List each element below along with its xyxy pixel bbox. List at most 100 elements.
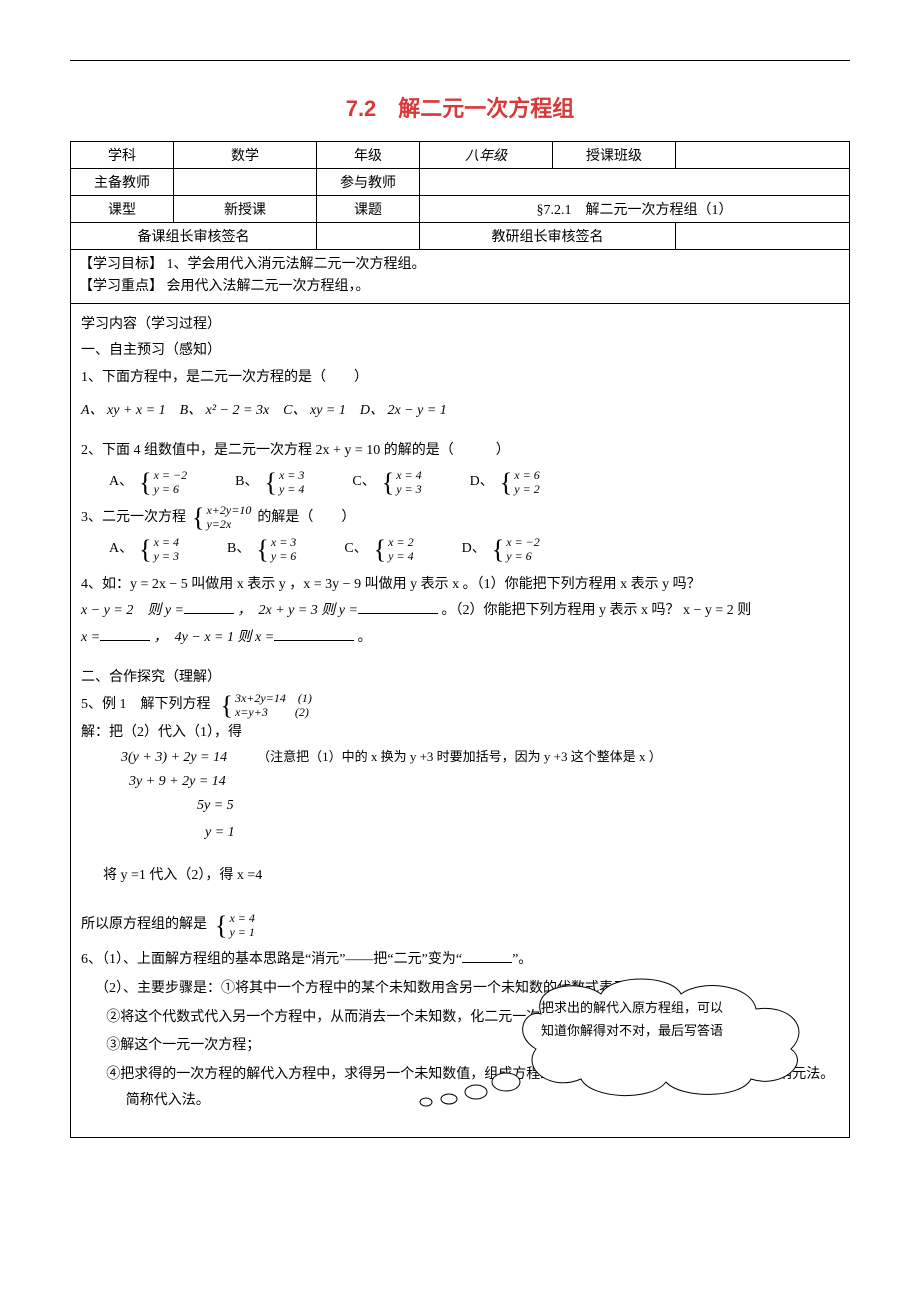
q3b-l2: y = 6 xyxy=(271,550,296,564)
q3-options: A、 {x = 4y = 3 B、 {x = 3y = 6 C、 {x = 2y… xyxy=(81,536,839,564)
q3b-l1: x = 3 xyxy=(271,536,296,550)
q2d-l1: x = 6 xyxy=(514,469,539,483)
heading-content: 学习内容（学习过程） xyxy=(81,312,839,339)
q4b-mid: ， 2x + y = 3 则 y = xyxy=(237,603,357,618)
q2-opt-a: A、 {x = −2y = 6 xyxy=(109,469,187,497)
q4c-mid: ， 4y − x = 1 则 x = xyxy=(154,630,274,645)
q5-back: 将 y =1 代入（2），得 x =4 xyxy=(81,863,839,890)
q1: 1、下面方程中，是二元一次方程的是（ ） xyxy=(81,365,839,392)
val-coteacher xyxy=(420,169,850,196)
label-grade: 年级 xyxy=(317,142,420,169)
q5-s3: 5y = 5 xyxy=(121,794,839,818)
q4b-pre: x − y = 2 则 y = xyxy=(81,603,184,618)
blank-5 xyxy=(462,948,512,963)
q3-opt-c: C、 {x = 2y = 4 xyxy=(344,536,413,564)
q3a-l1: x = 4 xyxy=(154,536,179,550)
label-sign1: 备课组长审核签名 xyxy=(71,223,317,250)
q5-s2: 3y + 9 + 2y = 14 xyxy=(121,770,839,794)
doc-title: 7.2 解二元一次方程组 xyxy=(70,91,850,123)
q3c-l1: x = 2 xyxy=(388,536,413,550)
q4-line1: 4、如：y = 2x − 5 叫做用 x 表示 y ，x = 3y − 9 叫做… xyxy=(81,572,839,599)
q5-pre: 5、例 1 解下列方程 xyxy=(81,692,211,719)
cloud-l2: 知道你解得对不对，最后写答语 xyxy=(541,1019,801,1042)
top-rule xyxy=(70,60,850,61)
q1-options: A、 xy + x = 1 B、 x² − 2 = 3x C、 xy = 1 D… xyxy=(81,398,839,425)
q3d-l1: x = −2 xyxy=(506,536,540,550)
val-sign2 xyxy=(676,223,850,250)
val-topic: §7.2.1 解二元一次方程组（1） xyxy=(420,196,850,223)
blank-2 xyxy=(358,599,438,614)
q2: 2、下面 4 组数值中，是二元一次方程 2x + y = 10 的解的是（ ） xyxy=(81,438,839,465)
q3c-l2: y = 4 xyxy=(388,550,413,564)
q3-sys-l2: y=2x xyxy=(206,518,251,532)
q5-s4: y = 1 xyxy=(121,821,839,845)
q4-line2: x − y = 2 则 y = ， 2x + y = 3 则 y = 。（2）你… xyxy=(81,598,839,625)
q5-ans-l1: x = 4 xyxy=(229,912,254,926)
q4b-end: 。（2）你能把下列方程用 y 表示 x 吗？ x − y = 2 则 xyxy=(441,603,751,618)
q3a-l2: y = 3 xyxy=(154,550,179,564)
cloud-text: 把求出的解代入原方程组，可以 知道你解得对不对，最后写答语 xyxy=(541,996,801,1043)
goal-2: 【学习重点】 会用代入法解二元一次方程组，。 xyxy=(79,276,841,298)
val-sign1 xyxy=(317,223,420,250)
goal-1: 【学习目标】 1、学会用代入消元法解二元一次方程组。 xyxy=(79,254,841,276)
q2c-l1: x = 4 xyxy=(396,469,421,483)
val-teacher xyxy=(174,169,317,196)
q4a: 4、如：y = 2x − 5 叫做用 x 表示 y ，x = 3y − 9 叫做… xyxy=(81,577,701,592)
goals-box: 【学习目标】 1、学会用代入消元法解二元一次方程组。 【学习重点】 会用代入法解… xyxy=(70,250,850,304)
q3-post: 的解是（ ） xyxy=(257,505,355,532)
q5-ans-pre: 所以原方程组的解是 xyxy=(81,912,207,939)
blank-1 xyxy=(184,599,234,614)
q4-line3: x = ， 4y − x = 1 则 x = 。 xyxy=(81,625,839,652)
q6a-text: 6、（1）、上面解方程组的基本思路是“消元”——把“二元”变为“ xyxy=(81,952,462,967)
q3-opt-d: D、 {x = −2y = 6 xyxy=(462,536,540,564)
q2-text: 2、下面 4 组数值中，是二元一次方程 2x + y = 10 的解的是（ ） xyxy=(81,443,510,458)
q3d-l2: y = 6 xyxy=(506,550,540,564)
q2a-l1: x = −2 xyxy=(154,469,188,483)
page: 7.2 解二元一次方程组 学科 数学 年级 八年级 授课班级 主备教师 参与教师… xyxy=(0,0,920,1302)
q5-ans-l2: y = 1 xyxy=(229,926,254,940)
q5-s1: 3(y + 3) + 2y = 14 xyxy=(121,750,227,765)
q5-sys-l1: 3x+2y=14 (1) xyxy=(235,692,312,706)
q5-worked: 3(y + 3) + 2y = 14 （注意把（1）中的 x 换为 y +3 时要… xyxy=(81,746,839,845)
label-teacher: 主备教师 xyxy=(71,169,174,196)
q6a: 6、（1）、上面解方程组的基本思路是“消元”——把“二元”变为“ ”。 xyxy=(81,947,839,974)
q4c-pre: x = xyxy=(81,630,100,645)
val-subject: 数学 xyxy=(174,142,317,169)
q2-opt-c: C、 {x = 4y = 3 xyxy=(352,469,421,497)
heading-sec2: 二、合作探究（理解） xyxy=(81,665,839,692)
label-coteacher: 参与教师 xyxy=(317,169,420,196)
q5-note: （注意把（1）中的 x 换为 y +3 时要加括号，因为 y +3 这个整体是 … xyxy=(257,749,662,764)
blank-4 xyxy=(274,626,354,641)
q3-opt-a: A、 {x = 4y = 3 xyxy=(109,536,179,564)
blank-3 xyxy=(100,626,150,641)
q2c-l2: y = 3 xyxy=(396,483,421,497)
label-topic: 课题 xyxy=(317,196,420,223)
q3-sys-l1: x+2y=10 xyxy=(206,504,251,518)
q2a-l2: y = 6 xyxy=(154,483,188,497)
content-box: 学习内容（学习过程） 一、自主预习（感知） 1、下面方程中，是二元一次方程的是（… xyxy=(70,304,850,1138)
q5: 5、例 1 解下列方程 {3x+2y=14 (1)x=y+3 (2) xyxy=(81,692,839,720)
q2-opt-b: B、 {x = 3y = 4 xyxy=(235,469,304,497)
heading-sec1: 一、自主预习（感知） xyxy=(81,338,839,365)
q5-ans: 所以原方程组的解是 {x = 4y = 1 xyxy=(81,912,839,940)
q3: 3、二元一次方程 {x+2y=10y=2x 的解是（ ） xyxy=(81,504,839,532)
val-grade: 八年级 xyxy=(420,142,553,169)
label-type: 课型 xyxy=(71,196,174,223)
label-sign2: 教研组长审核签名 xyxy=(420,223,676,250)
q3-pre: 3、二元一次方程 xyxy=(81,505,186,532)
label-class: 授课班级 xyxy=(553,142,676,169)
label-subject: 学科 xyxy=(71,142,174,169)
val-class xyxy=(676,142,850,169)
q5-sol-head: 解：把（2）代入（1），得 xyxy=(81,720,839,747)
cloud-l1: 把求出的解代入原方程组，可以 xyxy=(541,996,801,1019)
val-type: 新授课 xyxy=(174,196,317,223)
q3-opt-b: B、 {x = 3y = 6 xyxy=(227,536,296,564)
cloud-icon xyxy=(411,974,831,1114)
q2-opt-d: D、 {x = 6y = 2 xyxy=(470,469,540,497)
q2b-l2: y = 4 xyxy=(279,483,304,497)
q2-options: A、 {x = −2y = 6 B、 {x = 3y = 4 C、 {x = 4… xyxy=(81,469,839,497)
q2b-l1: x = 3 xyxy=(279,469,304,483)
q2d-l2: y = 2 xyxy=(514,483,539,497)
q6a-end: ”。 xyxy=(512,952,532,967)
meta-table: 学科 数学 年级 八年级 授课班级 主备教师 参与教师 课型 新授课 课题 §7… xyxy=(70,141,850,250)
